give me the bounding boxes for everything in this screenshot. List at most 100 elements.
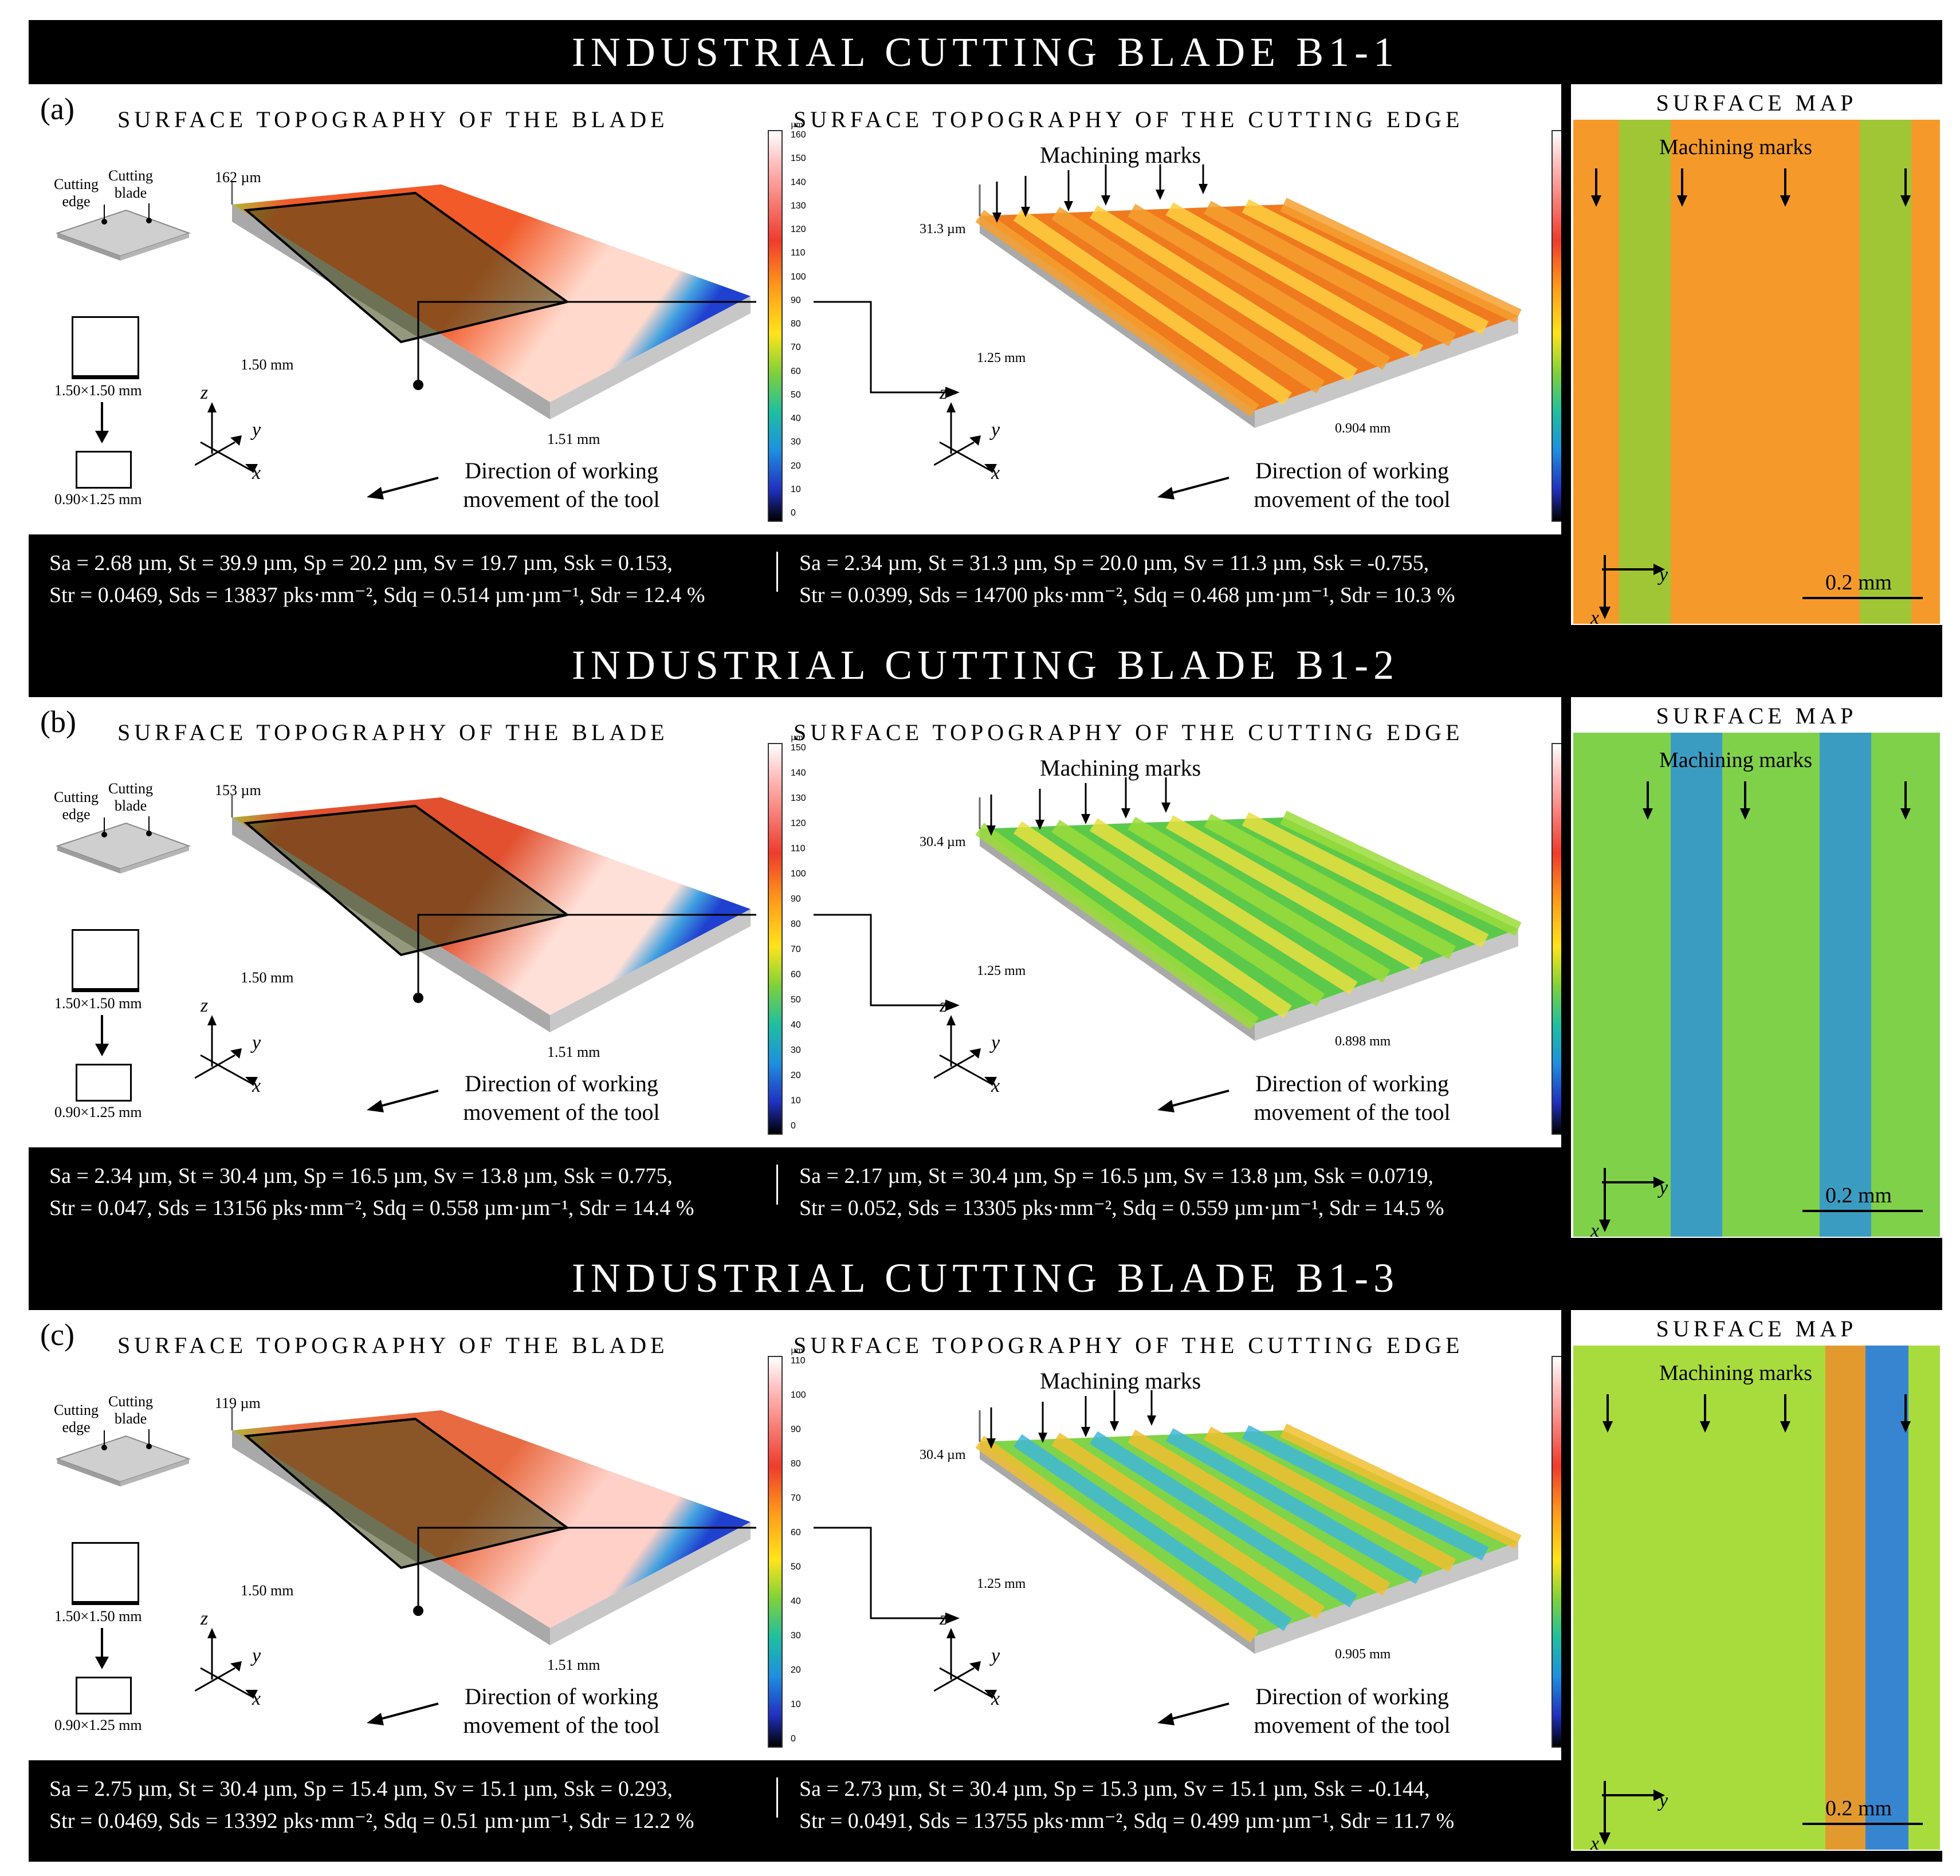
edge-params-line-2: Str = 0.052, Sds = 13305 pks·mm⁻², Sdq =… [799,1196,1444,1220]
edge-params-line-2: Str = 0.0399, Sds = 14700 pks·mm⁻², Sdq … [799,583,1455,607]
blade-colorbar [768,743,783,1135]
axis-x-label: x [252,1075,261,1096]
down-arrow-icon [1064,170,1073,211]
blade-params-line-1: Sa = 2.75 µm, St = 30.4 µm, Sp = 15.4 µm… [49,1777,673,1801]
square-sample-icon [72,929,139,992]
connector-arrow [413,914,960,1011]
edge-colorbar [1551,130,1561,522]
blade-colorbar [768,130,783,522]
machining-mark-arrows [987,1390,1156,1449]
colorbar-tick: 60 [791,366,801,376]
edge-axis-y-label: y [991,1032,1000,1053]
blade-colorbar-ticks: 150 140 130 120 110 100 90 80 70 60 50 40 30 20 10 0 [791,743,819,1132]
blade-colorbar-unit: µm [791,120,803,129]
edge-ridge [975,210,1259,417]
direction-label: Direction of working movement of the too… [441,457,682,514]
topography-panel: (c) SURFACE TOPOGRAPHY OF THE BLADE SURF… [29,1310,1561,1760]
map-stripe [1865,1346,1908,1850]
topography-panel: (b) SURFACE TOPOGRAPHY OF THE BLADE SURF… [29,697,1561,1147]
blade-params-line-2: Str = 0.047, Sds = 13156 pks·mm⁻², Sdq =… [49,1196,694,1220]
colorbar-tick: 100 [791,272,806,282]
down-arrow-icon [1780,1394,1790,1433]
down-arrow-icon [1121,777,1130,819]
edge-ridge [1242,812,1489,948]
edge-direction-line-2: movement of the tool [1254,1712,1451,1738]
colorbar-tick: 130 [791,793,806,803]
edge-ridge [1013,821,1292,1018]
edge-3d-surface [975,1410,1522,1654]
colorbar-tick: 80 [791,319,801,329]
surface-map-title: SURFACE MAP [1656,90,1857,116]
blade-topography-title: SURFACE TOPOGRAPHY OF THE BLADE [117,1332,669,1358]
map-mark-arrows [1643,781,1911,820]
down-arrow-icon [1199,164,1208,194]
colorbar-tick: 70 [791,343,801,353]
edge-ridge [1165,1428,1423,1584]
edge-ridge [1051,207,1325,394]
xyz-axes-icon-edge [934,402,997,473]
blade-section-b1-2: INDUSTRIAL CUTTING BLADE B1-2 (b) SURFAC… [29,633,1942,1246]
edge-dim-y-label: 1.25 mm [977,351,1026,365]
edge-direction-line-2: movement of the tool [1254,1099,1451,1125]
blade-params-line-2: Str = 0.0469, Sds = 13392 pks·mm⁻², Sdq … [49,1809,694,1833]
edge-axis-z-label: z [940,995,948,1016]
rect-sample-icon [76,1064,132,1102]
edge-3d-surface [975,184,1522,428]
map-stripes [1671,733,1871,1237]
colorbar-tick: 40 [791,1596,801,1606]
edge-dim-x-label: 0.898 mm [1335,1034,1391,1049]
blade-section-b1-3: INDUSTRIAL CUTTING BLADE B1-3 (c) SURFAC… [29,1246,1942,1859]
roughness-parameters: Sa = 2.34 µm, St = 30.4 µm, Sp = 16.5 µm… [29,1147,1561,1228]
map-stripe [1825,1346,1865,1850]
colorbar-tick: 90 [791,1425,801,1434]
colorbar-tick: 100 [791,869,806,879]
edge-axis-x-label: x [991,1075,1000,1096]
edge-topography-title: SURFACE TOPOGRAPHY OF THE CUTTING EDGE [794,719,1464,745]
down-arrow-icon [1643,781,1653,820]
colorbar-tick: 10 [791,1096,801,1106]
xyz-axes-icon [195,402,258,473]
colorbar-tick: 10 [791,484,801,494]
edge-params-line-1: Sa = 2.34 µm, St = 31.3 µm, Sp = 20.0 µm… [799,551,1429,575]
cutting-blade-label: Cutting blade [108,780,153,814]
colorbar-tick: 0 [791,508,796,518]
colorbar-tick: 20 [791,1665,801,1675]
map-stripes [1825,1346,1908,1850]
colorbar-tick: 60 [791,1528,801,1537]
edge-axis-y-label: y [991,1645,1000,1666]
map-stripe [1860,120,1911,624]
blade-colorbar-ticks: 110 100 90 80 70 60 50 40 30 20 10 0 [791,1356,819,1745]
sample-size-label: 1.50×1.50 mm [54,995,142,1012]
map-marks-label: Machining marks [1659,1361,1812,1385]
sample-size-label: 1.50×1.50 mm [54,1608,142,1625]
down-arrow-icon [1081,783,1090,824]
edge-ridge [1051,1433,1325,1619]
blade-params-line-2: Str = 0.0469, Sds = 13837 pks·mm⁻², Sdq … [49,583,705,607]
colorbar-tick: 80 [791,1459,801,1469]
section-title: INDUSTRIAL CUTTING BLADE B1-3 [571,1255,1400,1301]
colorbar-tick: 30 [791,1631,801,1641]
edge-direction-line-1: Direction of working [1255,458,1449,483]
edge-params-line-1: Sa = 2.73 µm, St = 30.4 µm, Sp = 15.3 µm… [799,1777,1430,1801]
direction-arrow-icon [367,477,439,500]
down-arrow-icon [1677,168,1687,207]
blade-colorbar [768,1356,783,1748]
xyz-axes-icon [195,1628,258,1699]
edge-ridge [1013,208,1292,406]
direction-arrow-icon [367,1702,439,1725]
blade-3d-surface [231,182,751,419]
edge-axis-x-label: x [991,462,1000,483]
surface-map-column: SURFACE MAP Machining marks y x 0.2 mm [1571,1310,1942,1851]
edge-colorbar [1551,743,1561,1135]
figure-frame: INDUSTRIAL CUTTING BLADE B1-1 (a) SURFAC… [29,20,1942,1862]
colorbar-tick: 100 [791,1390,806,1400]
blade-params-line-1: Sa = 2.68 µm, St = 39.9 µm, Sp = 20.2 µm… [49,551,673,575]
cutting-edge-label: Cutting edge [53,176,99,210]
edge-direction-label: Direction of working movement of the too… [1232,1069,1472,1127]
edge-dim-x-label: 0.904 mm [1335,421,1391,436]
section-title: INDUSTRIAL CUTTING BLADE B1-1 [571,29,1400,75]
colorbar-tick: 60 [791,970,801,980]
section-title: INDUSTRIAL CUTTING BLADE B1-2 [571,642,1400,688]
down-arrow-icon [1700,1394,1710,1433]
map-xy-axes-icon [1602,1781,1656,1835]
